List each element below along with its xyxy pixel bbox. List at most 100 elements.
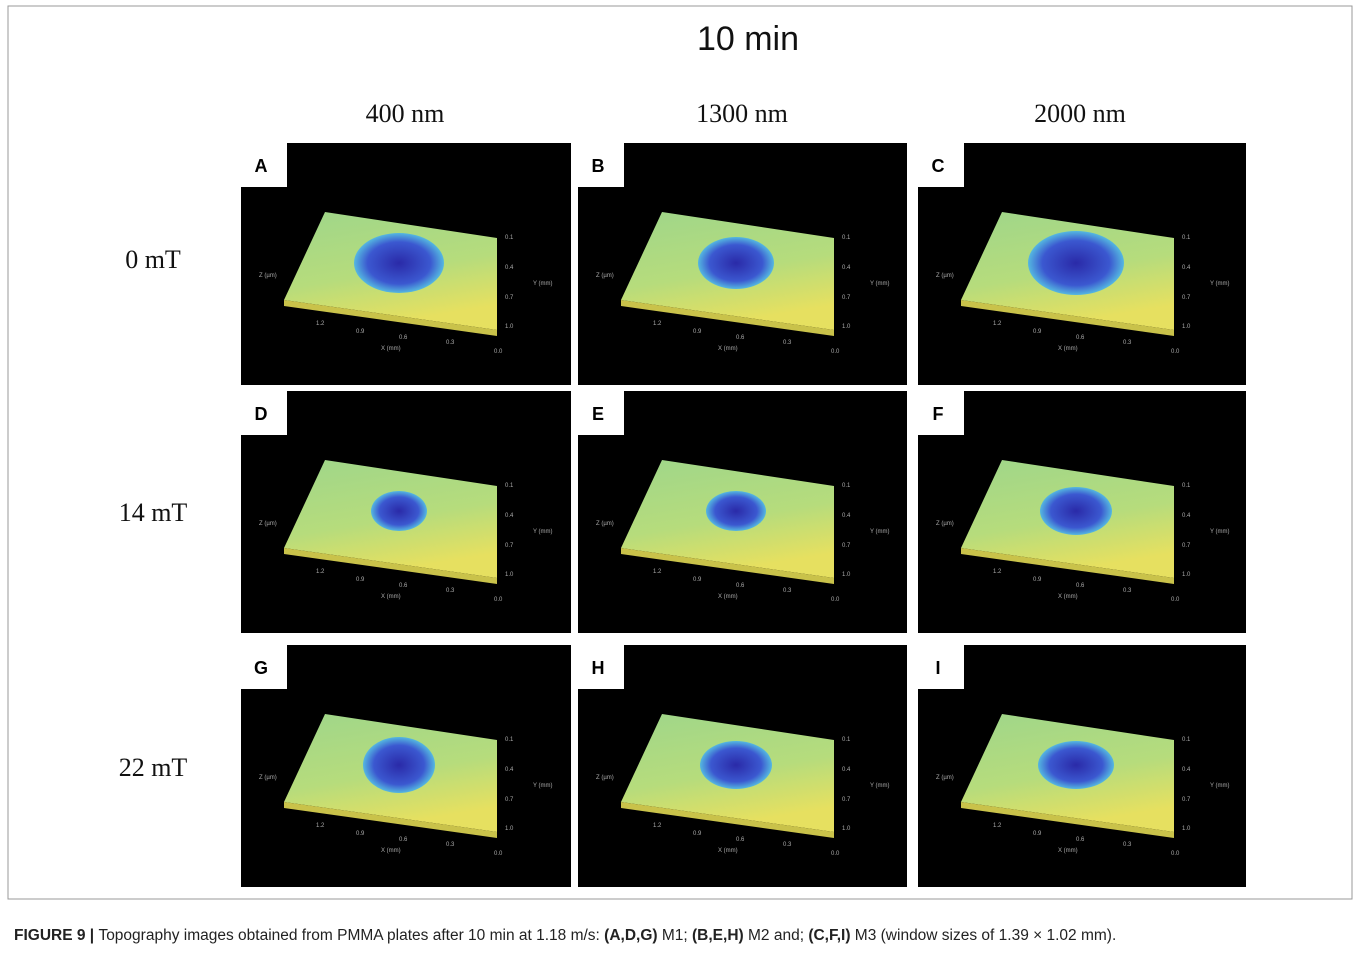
panel: I1.20.90.60.30.0X (mm)0.10.40.71.0Y (mm)… — [918, 645, 1246, 887]
column-header: 1300 nm — [696, 99, 788, 128]
z-axis-label: Z (µm) — [596, 775, 614, 781]
panel-letter: B — [592, 156, 605, 176]
caption-segment: M2 and; — [744, 927, 809, 944]
x-tick-label: 1.2 — [653, 321, 662, 327]
y-tick-label: 1.0 — [842, 572, 851, 578]
x-axis-label: X (mm) — [718, 848, 738, 854]
y-tick-label: 1.0 — [1182, 572, 1191, 578]
x-tick-label: 1.2 — [993, 321, 1002, 327]
x-tick-label: 1.2 — [993, 823, 1002, 829]
z-axis-label: Z (µm) — [936, 775, 954, 781]
y-tick-label: 0.4 — [1182, 265, 1191, 271]
panel-letter: I — [935, 658, 940, 678]
caption-segment: M3 (window sizes of 1.39 × 1.02 mm). — [851, 927, 1117, 944]
y-axis-label: Y (mm) — [1210, 281, 1230, 287]
x-tick-label: 0.3 — [1123, 842, 1132, 848]
x-tick-label: 0.6 — [1076, 837, 1085, 843]
y-axis-label: Y (mm) — [870, 529, 890, 535]
x-tick-label: 0.6 — [399, 837, 408, 843]
page: 10 min FIGURE 9 | Topography images obta… — [0, 0, 1360, 957]
y-tick-label: 0.7 — [505, 543, 514, 549]
panel-letter: A — [255, 156, 268, 176]
y-tick-label: 0.7 — [505, 797, 514, 803]
y-tick-label: 0.7 — [842, 295, 851, 301]
x-tick-label: 0.9 — [1033, 831, 1042, 837]
x-tick-label: 0.9 — [1033, 329, 1042, 335]
panel: G1.20.90.60.30.0X (mm)0.10.40.71.0Y (mm)… — [241, 645, 571, 887]
x-tick-label: 0.6 — [736, 837, 745, 843]
x-tick-label: 0.3 — [783, 340, 792, 346]
x-tick-label: 0.6 — [399, 335, 408, 341]
x-axis-label: X (mm) — [381, 594, 401, 600]
y-axis-label: Y (mm) — [870, 281, 890, 287]
y-tick-label: 0.1 — [505, 483, 514, 489]
x-tick-label: 0.9 — [356, 577, 365, 583]
y-tick-label: 1.0 — [505, 826, 514, 832]
caption: FIGURE 9 | Topography images obtained fr… — [14, 927, 1116, 944]
y-tick-label: 0.4 — [842, 767, 851, 773]
y-axis-label: Y (mm) — [1210, 529, 1230, 535]
y-tick-label: 0.1 — [1182, 235, 1191, 241]
z-axis-label: Z (µm) — [259, 775, 277, 781]
y-tick-label: 1.0 — [1182, 826, 1191, 832]
panel: H1.20.90.60.30.0X (mm)0.10.40.71.0Y (mm)… — [578, 645, 907, 887]
y-tick-label: 0.1 — [505, 737, 514, 743]
y-tick-label: 0.4 — [505, 767, 514, 773]
x-tick-label: 0.0 — [494, 349, 503, 355]
x-tick-label: 0.0 — [1171, 597, 1180, 603]
crater — [363, 737, 435, 793]
x-tick-label: 0.3 — [446, 842, 455, 848]
crater — [354, 233, 444, 293]
x-tick-label: 0.6 — [1076, 583, 1085, 589]
x-tick-label: 0.0 — [831, 851, 840, 857]
y-tick-label: 1.0 — [842, 826, 851, 832]
x-tick-label: 0.0 — [831, 597, 840, 603]
x-tick-label: 0.3 — [783, 842, 792, 848]
x-tick-label: 1.2 — [653, 569, 662, 575]
y-tick-label: 0.7 — [842, 543, 851, 549]
column-header: 400 nm — [366, 99, 445, 128]
y-tick-label: 0.7 — [1182, 797, 1191, 803]
y-axis-label: Y (mm) — [533, 529, 553, 535]
z-axis-label: Z (µm) — [936, 521, 954, 527]
y-tick-label: 1.0 — [505, 572, 514, 578]
caption-segment: M1; — [658, 927, 692, 944]
y-tick-label: 0.1 — [842, 235, 851, 241]
crater — [700, 741, 772, 789]
row-label: 22 mT — [119, 753, 188, 782]
panel: F1.20.90.60.30.0X (mm)0.10.40.71.0Y (mm)… — [918, 391, 1246, 633]
y-tick-label: 0.7 — [505, 295, 514, 301]
panel-letter: H — [592, 658, 605, 678]
z-axis-label: Z (µm) — [259, 273, 277, 279]
y-tick-label: 0.7 — [1182, 543, 1191, 549]
panel: E1.20.90.60.30.0X (mm)0.10.40.71.0Y (mm)… — [578, 391, 907, 633]
y-axis-label: Y (mm) — [1210, 783, 1230, 789]
y-tick-label: 0.1 — [842, 483, 851, 489]
x-tick-label: 0.9 — [356, 831, 365, 837]
x-tick-label: 1.2 — [653, 823, 662, 829]
crater — [371, 491, 427, 531]
panel: A1.20.90.60.30.0X (mm)0.10.40.71.0Y (mm)… — [241, 143, 571, 385]
x-axis-label: X (mm) — [718, 346, 738, 352]
y-tick-label: 0.1 — [505, 235, 514, 241]
x-tick-label: 0.0 — [1171, 349, 1180, 355]
y-tick-label: 0.1 — [842, 737, 851, 743]
figure-title: 10 min — [697, 20, 799, 58]
row-label: 14 mT — [119, 498, 188, 527]
y-tick-label: 0.4 — [505, 513, 514, 519]
y-tick-label: 0.4 — [842, 513, 851, 519]
row-label: 0 mT — [125, 245, 181, 274]
panel-letter: D — [255, 404, 268, 424]
y-tick-label: 0.4 — [842, 265, 851, 271]
caption-segment: (C,F,I) — [808, 927, 850, 944]
caption-segment: (B,E,H) — [692, 927, 744, 944]
x-tick-label: 0.6 — [399, 583, 408, 589]
z-axis-label: Z (µm) — [596, 521, 614, 527]
panel-letter: F — [933, 404, 944, 424]
caption-segment: Topography images obtained from PMMA pla… — [98, 927, 604, 944]
y-axis-label: Y (mm) — [870, 783, 890, 789]
z-axis-label: Z (µm) — [596, 273, 614, 279]
x-tick-label: 1.2 — [316, 823, 325, 829]
x-tick-label: 1.2 — [993, 569, 1002, 575]
y-tick-label: 0.4 — [1182, 767, 1191, 773]
